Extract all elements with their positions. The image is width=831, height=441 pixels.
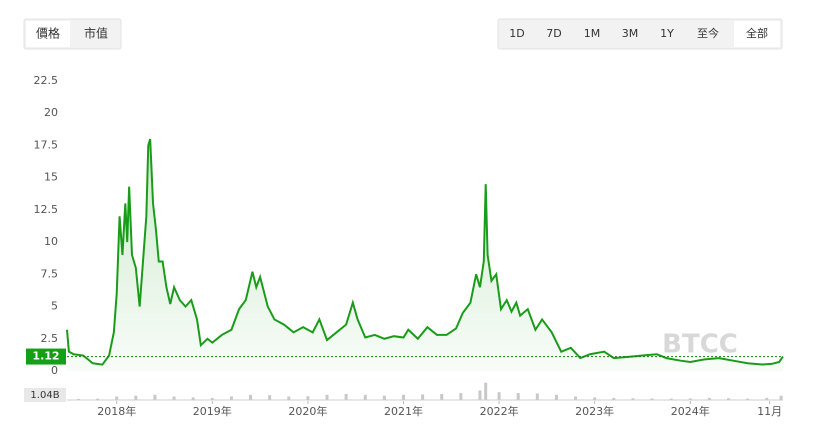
controls: 價格 市值 1D 7D 1M 3M 1Y 至今 全部	[23, 18, 783, 50]
x-tick-label: 2018年	[97, 404, 136, 418]
y-tick-label: 0	[51, 364, 58, 377]
x-tick-label: 2019年	[193, 404, 232, 418]
y-tick-label: 2.5	[41, 332, 59, 345]
volume-bar	[191, 397, 195, 400]
toggle-button[interactable]: 價格	[36, 26, 60, 41]
volume-bar	[765, 397, 769, 400]
x-tick-label: 2022年	[480, 404, 519, 418]
volume-bar	[268, 395, 272, 400]
volume-label: 1.04B	[30, 390, 59, 401]
current-price-label: 1.12	[32, 350, 59, 363]
volume-bar	[535, 393, 539, 400]
volume-bar	[115, 396, 119, 400]
range-button[interactable]: 3M	[622, 27, 639, 40]
y-tick-label: 22.5	[34, 74, 59, 87]
x-tick-label: 2024年	[671, 404, 710, 418]
range-button[interactable]: 1M	[584, 27, 601, 40]
volume-bar	[401, 394, 405, 400]
volume-bar	[612, 397, 616, 400]
volume-bar	[497, 392, 501, 400]
y-tick-label: 7.5	[41, 267, 59, 280]
volume-bar	[727, 398, 731, 400]
volume-bar	[516, 393, 520, 400]
volume-bar	[554, 394, 558, 400]
x-tick-label: 2020年	[288, 404, 327, 418]
volume-bar	[421, 394, 425, 400]
x-tick-label: 11月	[757, 405, 782, 418]
volume-bar	[210, 397, 214, 400]
y-tick-label: 5	[51, 300, 58, 313]
volume-bar	[287, 396, 291, 400]
volume-bar	[172, 396, 176, 400]
area	[67, 139, 783, 371]
volume-bar	[440, 393, 444, 400]
range-selected	[734, 21, 780, 47]
volume-bar	[134, 395, 138, 400]
range-button[interactable]: 至今	[697, 26, 719, 40]
volume-bar	[669, 398, 673, 400]
toggle-button[interactable]: 市值	[84, 26, 108, 41]
range-button[interactable]: 1Y	[660, 27, 674, 40]
y-tick-label: 12.5	[34, 203, 59, 216]
x-tick-label: 2023年	[575, 404, 614, 418]
volume-bar	[574, 396, 578, 400]
range-button[interactable]: 7D	[546, 27, 561, 40]
volume-bar	[229, 396, 233, 400]
watermark: BTCC	[662, 330, 738, 360]
volume-bar	[631, 398, 635, 400]
volume-bar	[325, 394, 329, 400]
y-tick-label: 17.5	[34, 138, 59, 151]
volume-bar	[363, 394, 367, 400]
volume-bar	[707, 397, 711, 400]
volume-bar	[382, 395, 386, 400]
volume-bar	[746, 398, 750, 400]
volume-bar	[779, 395, 783, 400]
range-button[interactable]: 全部	[746, 26, 768, 40]
y-tick-label: 20	[44, 106, 58, 119]
current-price-box	[26, 348, 66, 365]
volume-bar	[459, 393, 463, 400]
volume-bar	[344, 393, 348, 400]
volume-bar	[249, 394, 253, 400]
y-tick-label: 15	[44, 171, 58, 184]
volume-bar	[688, 398, 692, 400]
price-line	[66, 138, 784, 366]
volume-label-box	[24, 388, 66, 402]
x-tick-label: 2021年	[384, 404, 423, 418]
volume-bar	[76, 398, 80, 400]
volume-bar	[153, 394, 157, 400]
volume-bar	[478, 390, 482, 400]
volume-bar	[650, 398, 654, 400]
volume-bar	[484, 382, 488, 400]
y-tick-label: 10	[44, 235, 58, 248]
volume-bar	[306, 396, 310, 400]
volume-bar	[593, 397, 597, 400]
volume-bar	[96, 398, 100, 400]
toggle-selected	[26, 21, 70, 47]
range-group	[497, 18, 783, 50]
range-button[interactable]: 1D	[509, 27, 524, 40]
